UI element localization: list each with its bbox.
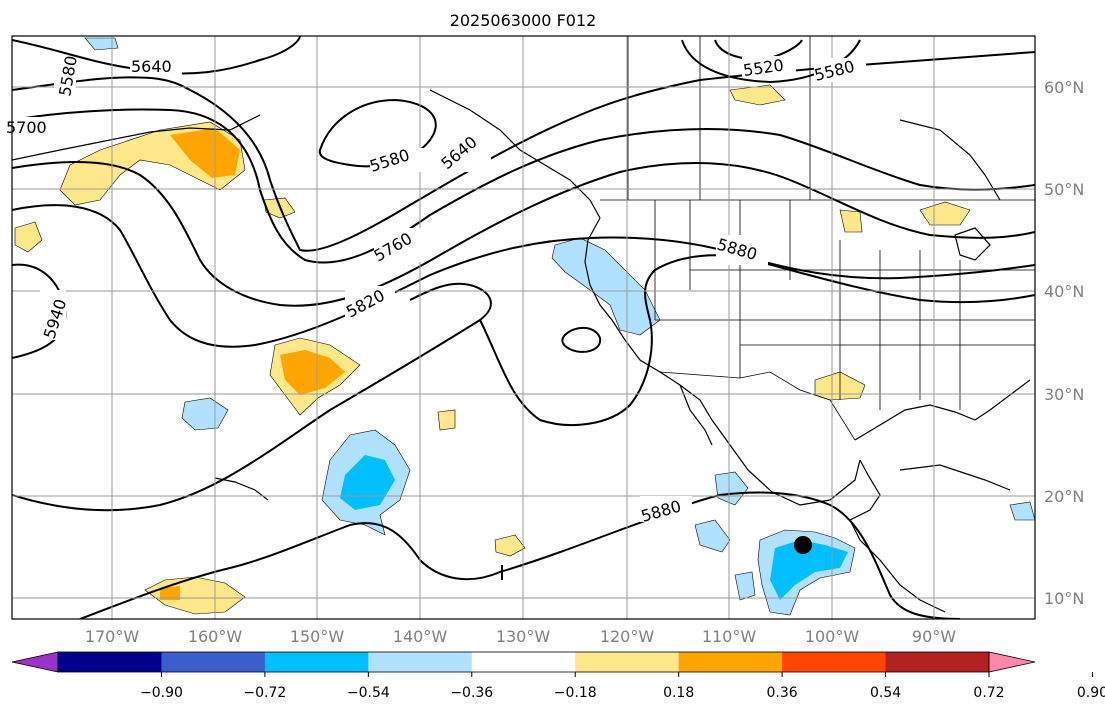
lat-label-40n: 40°N <box>1044 282 1084 301</box>
us-mexico-border <box>659 371 856 441</box>
contour-5880-south <box>79 491 961 619</box>
lon-label-90w: 90°W <box>912 627 956 646</box>
lon-label-120w: 120°W <box>600 627 655 646</box>
colorbar-extend-high <box>988 651 1036 673</box>
lon-label-110w: 110°W <box>702 627 757 646</box>
hawaii <box>214 477 269 501</box>
negative-anomaly-california <box>551 237 661 336</box>
lat-label-20n: 20°N <box>1044 487 1084 506</box>
contour-low-center <box>318 98 437 168</box>
lon-label-170w: 170°W <box>85 627 140 646</box>
contour-5640-5580 <box>12 51 1035 252</box>
positive-anomaly-small-2 <box>263 197 296 219</box>
lat-label-30n: 30°N <box>1044 385 1084 404</box>
baja <box>679 384 713 446</box>
colorbar-extend-low <box>11 651 59 673</box>
colorbar-frame <box>57 651 990 673</box>
positive-anomaly-small-4 <box>839 209 863 233</box>
colorbar-segment <box>575 652 680 672</box>
contour-5520 <box>681 39 861 84</box>
aleutians <box>12 114 261 161</box>
colorbar-segment <box>58 652 162 672</box>
contour-5880-north <box>12 254 1035 512</box>
colorbar-segment <box>885 652 990 672</box>
state-borders <box>654 200 1035 410</box>
height-contours <box>12 36 1035 619</box>
positive-anomaly-great-lakes <box>919 201 971 226</box>
graticule <box>12 36 1035 619</box>
colorbar-segment <box>264 652 369 672</box>
longitude-labels: 170°W 160°W 150°W 140°W 130°W 120°W 110°… <box>85 627 956 646</box>
colorbar-segment <box>678 652 783 672</box>
colorbar-segment <box>782 652 887 672</box>
colorbar-tick-label: −0.72 <box>243 685 286 701</box>
colorbar-tick-label: 0.54 <box>870 685 901 701</box>
lon-label-100w: 100°W <box>805 627 860 646</box>
lon-label-150w: 150°W <box>290 627 345 646</box>
great-lakes <box>954 227 991 261</box>
colorbar-segment <box>368 652 473 672</box>
negative-anomaly-small <box>181 397 229 431</box>
colorbar-tick-label: 0.18 <box>663 685 694 701</box>
strong-positive-central-pacific <box>280 350 345 395</box>
map-title: 2025063000 F012 <box>450 11 597 30</box>
contour-5760 <box>12 161 1035 307</box>
colorbar-tick-label: 0.72 <box>973 685 1004 701</box>
colorbar-tick-label: 0.90 <box>1077 685 1105 701</box>
coastlines <box>12 89 1031 613</box>
cuba <box>899 464 1011 491</box>
colorbar-segment <box>471 652 576 672</box>
positive-anomaly-small <box>437 409 456 431</box>
colorbar-tick-label: −0.36 <box>450 685 493 701</box>
colorbar: −0.90 −0.72 −0.54 −0.36 −0.18 0.18 0.36 0.54 0.7… <box>11 651 1105 701</box>
alaska-coast <box>429 89 601 219</box>
borders <box>600 36 1035 441</box>
contour-small-low <box>561 326 602 353</box>
colorbar-tick-label: −0.18 <box>554 685 597 701</box>
contour-top-left <box>12 36 301 75</box>
storm-center-marker <box>794 536 812 554</box>
strong-negative-mexico <box>770 540 848 600</box>
negative-anomaly-top <box>84 37 119 51</box>
negative-anomaly-small-4 <box>734 571 756 601</box>
negative-anomaly-gulf <box>1009 501 1035 521</box>
strong-positive-south <box>160 586 180 600</box>
lat-label-60n: 60°N <box>1044 78 1084 97</box>
positive-anomaly-west-edge <box>14 221 43 253</box>
hudson-bay-coast <box>899 119 1001 201</box>
negative-anomaly-small-3 <box>694 519 731 553</box>
colorbar-segment <box>161 652 266 672</box>
map-frame <box>11 35 1036 620</box>
positive-anomaly-canada <box>729 84 786 106</box>
lon-label-130w: 130°W <box>496 627 551 646</box>
contour-label-5700: 5700 <box>6 118 47 137</box>
positive-anomaly-small-3 <box>494 534 526 557</box>
lat-label-10n: 10°N <box>1044 589 1084 608</box>
colorbar-tick-label: −0.90 <box>140 685 183 701</box>
gulf-coast <box>854 379 1031 441</box>
lon-label-160w: 160°W <box>188 627 243 646</box>
contour-label-5640-nw: 5640 <box>131 57 172 76</box>
colorbar-tick-label: 0.36 <box>767 685 798 701</box>
lon-label-140w: 140°W <box>393 627 448 646</box>
anomaly-shading <box>14 37 1035 616</box>
latitude-labels: 60°N 50°N 40°N 30°N 20°N 10°N <box>1044 78 1084 608</box>
contour-labels: 5580 5640 5700 5580 5640 5520 5580 5760 … <box>6 54 866 526</box>
central-america-coast <box>849 459 946 613</box>
lat-label-50n: 50°N <box>1044 180 1084 199</box>
contour-5700 <box>12 108 1035 264</box>
strong-positive-alaska <box>170 128 240 178</box>
colorbar-tick-label: −0.54 <box>347 685 390 701</box>
contour-5820 <box>12 204 1035 348</box>
